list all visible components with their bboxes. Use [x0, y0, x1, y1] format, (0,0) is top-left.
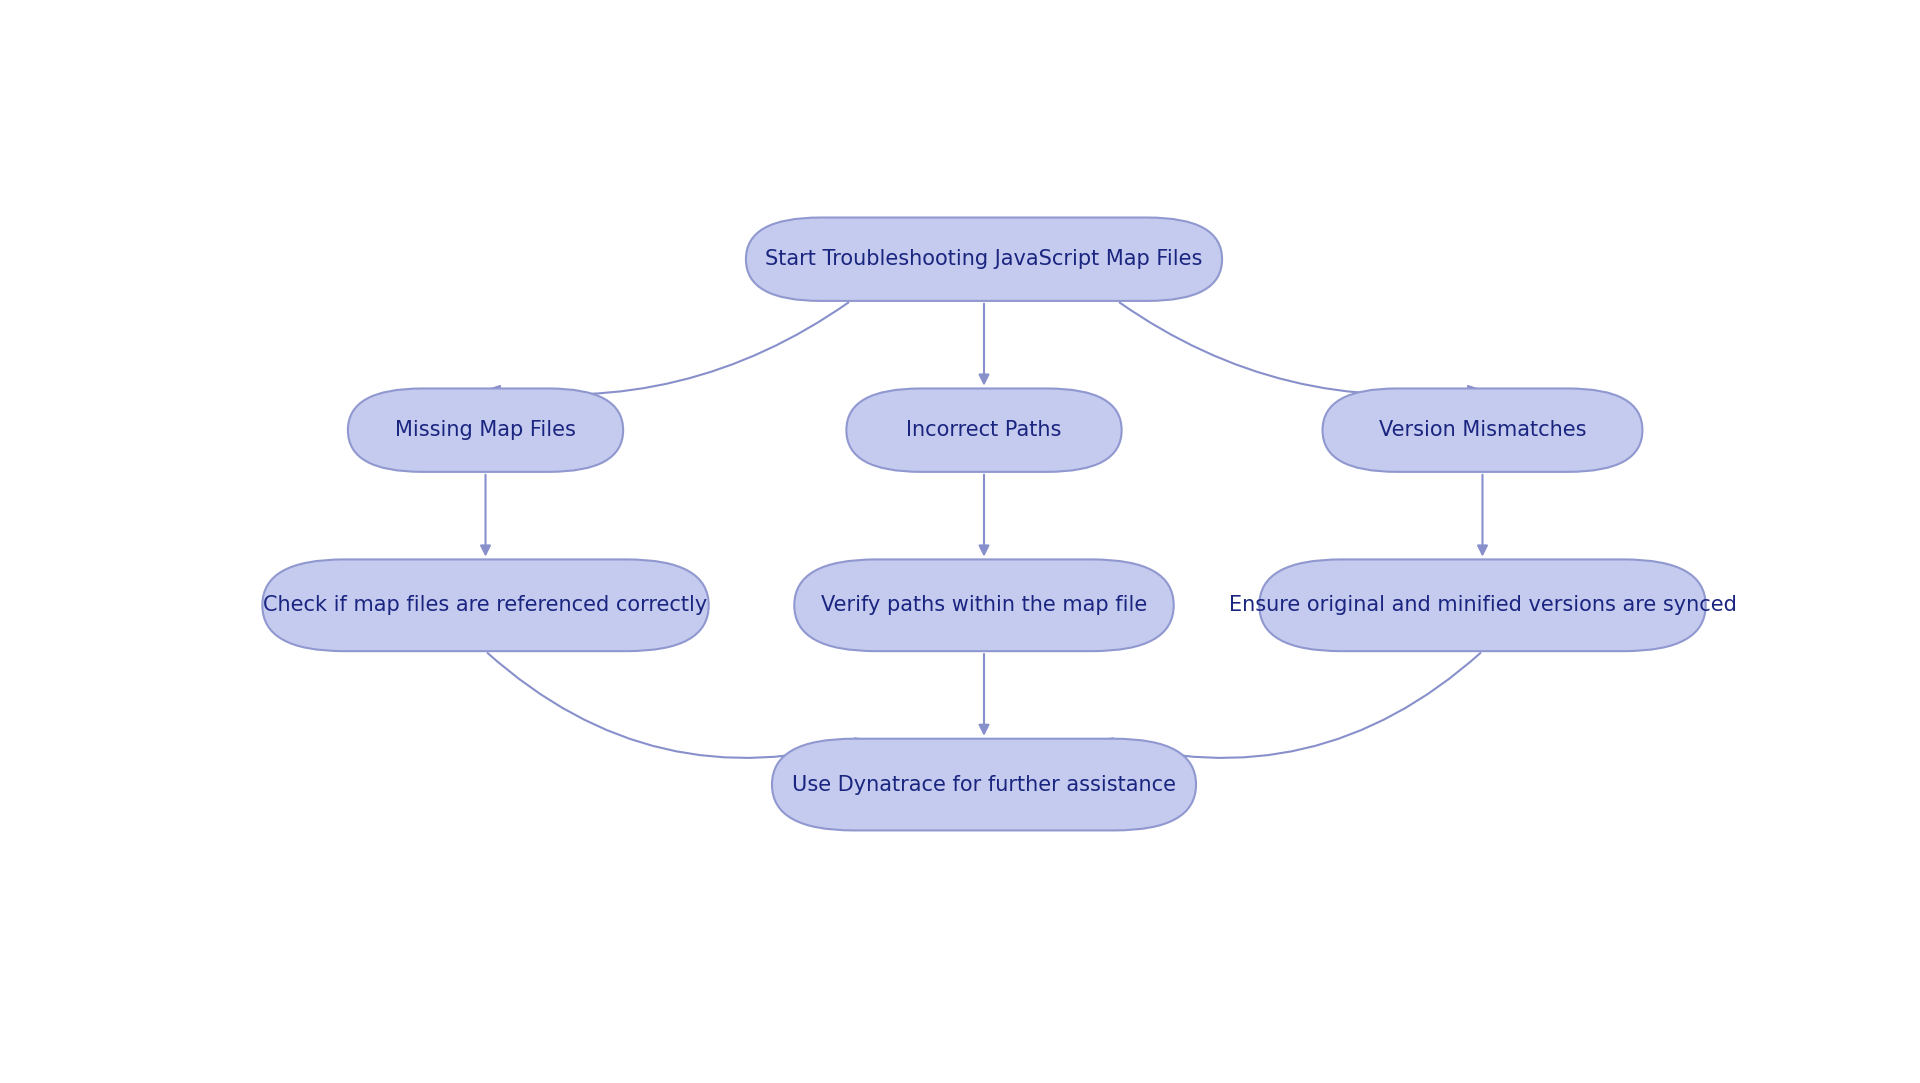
FancyBboxPatch shape	[263, 560, 708, 651]
Text: Use Dynatrace for further assistance: Use Dynatrace for further assistance	[791, 774, 1175, 795]
FancyBboxPatch shape	[795, 560, 1173, 651]
Text: Check if map files are referenced correctly: Check if map files are referenced correc…	[263, 596, 708, 615]
FancyBboxPatch shape	[745, 218, 1221, 301]
Text: Incorrect Paths: Incorrect Paths	[906, 420, 1062, 440]
FancyBboxPatch shape	[772, 739, 1196, 831]
Text: Start Troubleshooting JavaScript Map Files: Start Troubleshooting JavaScript Map Fil…	[766, 249, 1202, 270]
Text: Ensure original and minified versions are synced: Ensure original and minified versions ar…	[1229, 596, 1736, 615]
Text: Missing Map Files: Missing Map Files	[396, 420, 576, 440]
Text: Verify paths within the map file: Verify paths within the map file	[822, 596, 1146, 615]
FancyBboxPatch shape	[1323, 389, 1642, 472]
FancyBboxPatch shape	[348, 389, 624, 472]
Text: Version Mismatches: Version Mismatches	[1379, 420, 1586, 440]
FancyBboxPatch shape	[1260, 560, 1705, 651]
FancyBboxPatch shape	[847, 389, 1121, 472]
